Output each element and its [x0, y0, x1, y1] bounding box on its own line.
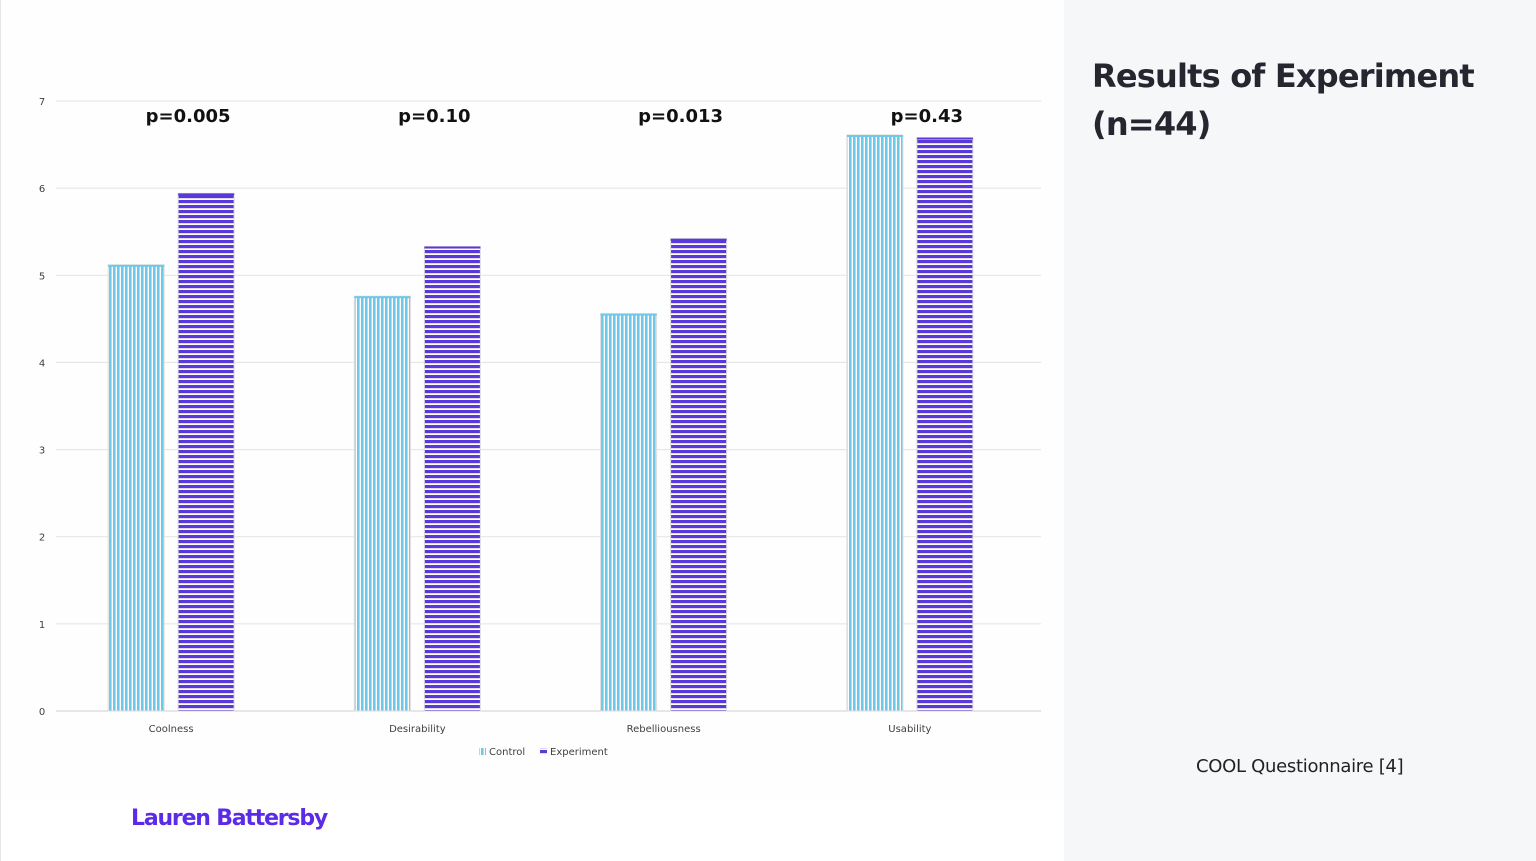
bar-control-desirability [353, 295, 411, 712]
legend-swatch-experiment [540, 748, 547, 755]
bar-experiment-desirability [423, 246, 481, 712]
x-axis-ticks: Coolness Desirability Rebelliousness Usabil… [149, 724, 932, 735]
bar-top-edge [424, 246, 481, 249]
p-value-annotations: p=0.005 p=0.10 p=0.013 p=0.43 [146, 106, 963, 127]
p-value-annotation: p=0.005 [146, 106, 231, 127]
y-tick-label: 2 [39, 533, 45, 544]
y-tick-label: 3 [39, 446, 45, 457]
author-name: Lauren Battersby [131, 806, 328, 831]
bar-control-rebelliousness [600, 313, 658, 712]
bar-top-edge [916, 137, 973, 140]
bar-top-edge [178, 193, 235, 196]
slide-title: Results of Experiment (n=44) [1092, 57, 1475, 143]
y-axis-ticks: 0 1 2 3 4 5 6 7 [39, 97, 45, 718]
bar-top-edge [600, 313, 657, 316]
p-value-annotation: p=0.10 [398, 106, 470, 127]
source-note: COOL Questionnaire [4] [1196, 756, 1404, 777]
bar-top-edge [354, 296, 411, 299]
bars [107, 134, 974, 712]
y-tick-label: 4 [39, 358, 45, 369]
x-tick-label-usability: Usability [888, 724, 931, 735]
x-tick-label-rebelliousness: Rebelliousness [627, 724, 701, 735]
y-tick-label: 7 [39, 97, 45, 108]
bar-experiment-coolness [177, 192, 235, 712]
p-value-annotation: p=0.43 [891, 106, 963, 127]
legend: Control Experiment [479, 747, 608, 758]
bar-top-edge [846, 134, 903, 137]
y-tick-label: 0 [39, 707, 45, 718]
legend-swatch-control [479, 748, 486, 755]
bar-experiment-rebelliousness [670, 238, 728, 712]
chart-panel: 0 1 2 3 4 5 6 7 Coolness Desirability Rebelliousn… [1, 0, 1064, 800]
legend-label-experiment: Experiment [550, 747, 608, 758]
x-tick-label-desirability: Desirability [389, 724, 446, 735]
p-value-annotation: p=0.013 [638, 106, 723, 127]
bar-chart: 0 1 2 3 4 5 6 7 Coolness Desirability Rebelliousn… [39, 97, 1041, 758]
bar-top-edge [670, 238, 727, 241]
side-panel: Results of Experiment (n=44) COOL Questi… [1064, 0, 1536, 861]
bar-experiment-usability [916, 137, 974, 712]
bar-top-edge [108, 264, 165, 267]
bar-control-usability [846, 134, 904, 712]
y-tick-label: 1 [39, 620, 45, 631]
y-tick-label: 6 [39, 184, 45, 195]
bar-control-coolness [107, 264, 165, 712]
legend-label-control: Control [489, 747, 525, 758]
x-tick-label-coolness: Coolness [149, 724, 194, 735]
y-tick-label: 5 [39, 271, 45, 282]
